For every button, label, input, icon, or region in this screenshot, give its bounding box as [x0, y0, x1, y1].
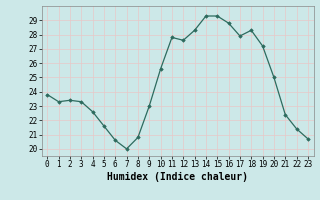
- X-axis label: Humidex (Indice chaleur): Humidex (Indice chaleur): [107, 172, 248, 182]
